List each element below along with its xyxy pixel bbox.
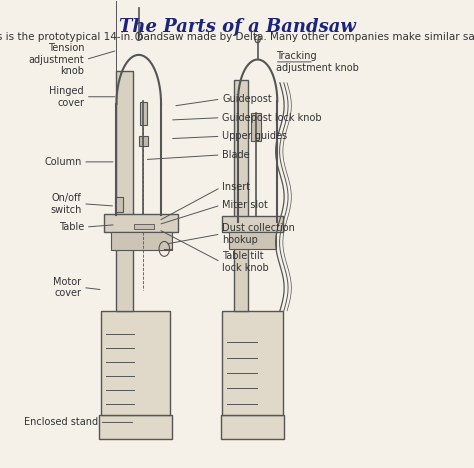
Text: Table tilt
lock knob: Table tilt lock knob <box>222 251 269 273</box>
FancyBboxPatch shape <box>104 214 178 232</box>
FancyBboxPatch shape <box>140 102 147 124</box>
Text: Guidepost lock knob: Guidepost lock knob <box>222 113 322 123</box>
FancyBboxPatch shape <box>220 416 284 439</box>
Text: Table: Table <box>59 222 84 232</box>
FancyBboxPatch shape <box>115 197 123 212</box>
FancyBboxPatch shape <box>234 80 248 311</box>
Text: Blade: Blade <box>222 150 250 160</box>
FancyBboxPatch shape <box>222 216 283 232</box>
FancyBboxPatch shape <box>101 311 170 416</box>
FancyBboxPatch shape <box>134 224 154 229</box>
Text: Motor
cover: Motor cover <box>54 277 82 298</box>
FancyBboxPatch shape <box>251 113 261 141</box>
Text: Upper guides: Upper guides <box>222 132 287 141</box>
Text: Enclosed stand: Enclosed stand <box>24 417 98 427</box>
Text: Miter slot: Miter slot <box>222 200 268 210</box>
FancyBboxPatch shape <box>111 232 172 250</box>
FancyBboxPatch shape <box>116 71 133 311</box>
FancyBboxPatch shape <box>222 311 283 416</box>
Text: On/off
switch: On/off switch <box>50 193 82 214</box>
Text: This is the prototypical 14-in. bandsaw made by Delta. Many other companies make: This is the prototypical 14-in. bandsaw … <box>0 32 474 42</box>
Text: Tracking
adjustment knob: Tracking adjustment knob <box>276 51 359 73</box>
Text: The Parts of a Bandsaw: The Parts of a Bandsaw <box>118 18 356 36</box>
FancyBboxPatch shape <box>229 232 276 249</box>
Text: Guidepost: Guidepost <box>222 94 272 104</box>
Text: Column: Column <box>44 157 82 167</box>
Text: Tension
adjustment
knob: Tension adjustment knob <box>28 43 84 76</box>
FancyBboxPatch shape <box>100 416 172 439</box>
Text: Insert: Insert <box>222 183 250 192</box>
Text: Hinged
cover: Hinged cover <box>49 86 84 108</box>
FancyBboxPatch shape <box>139 136 148 146</box>
Text: Dust collection
hookup: Dust collection hookup <box>222 223 295 245</box>
